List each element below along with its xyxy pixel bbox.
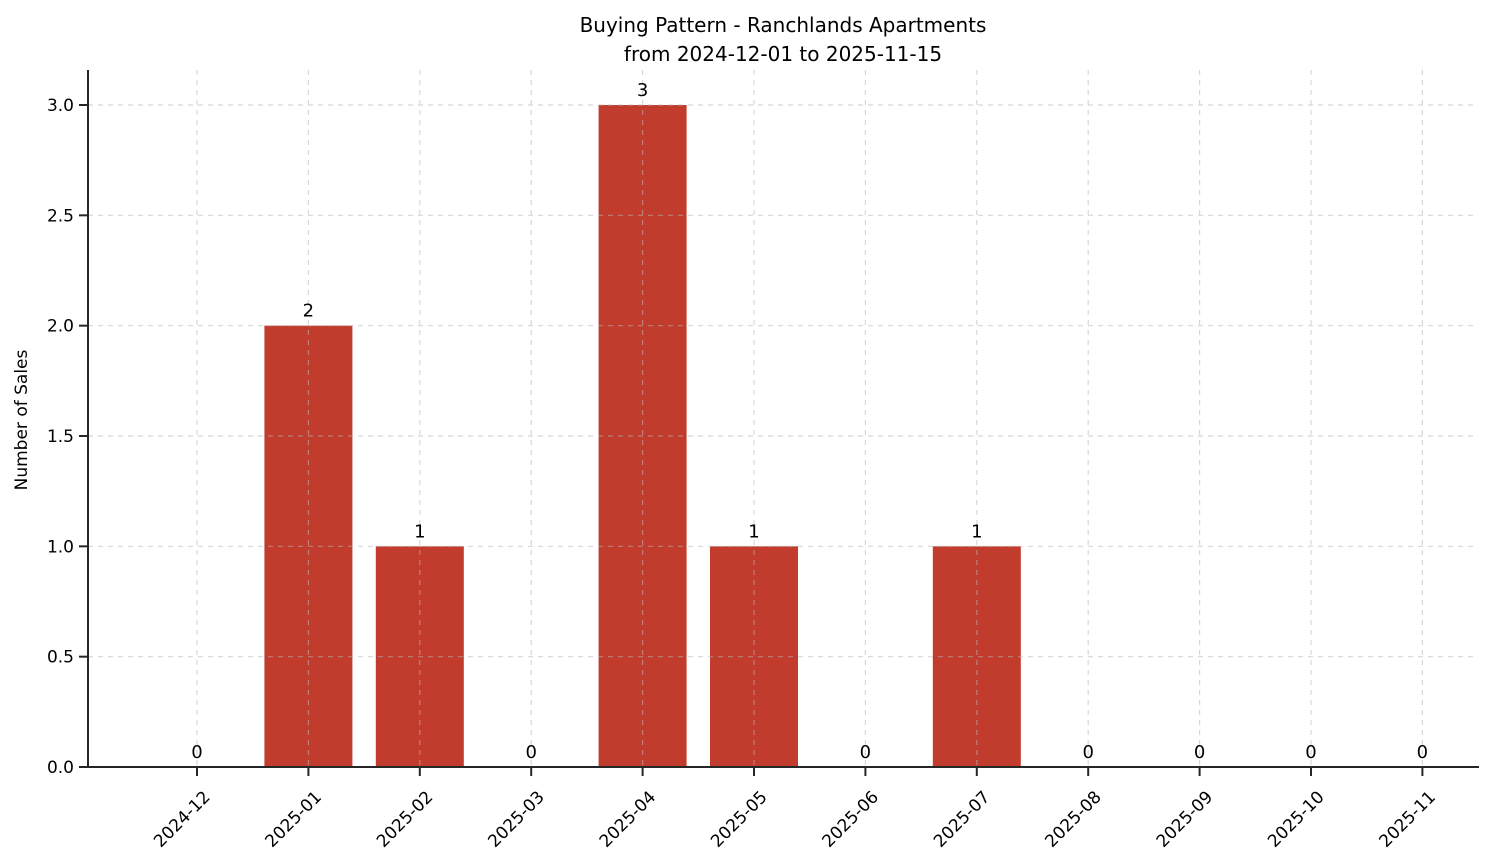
y-axis-ticks: 0.0 0.5 1.0 1.5 2.0 2.5 3.0 [47, 96, 88, 778]
y-tick-label: 0.0 [47, 758, 74, 778]
x-tick-label: 2025-08 [1041, 787, 1105, 851]
x-tick-label: 2025-05 [707, 787, 771, 851]
y-tick-label: 2.0 [47, 317, 74, 337]
bar-value-label: 0 [860, 742, 871, 763]
x-tick-label: 2025-07 [930, 787, 994, 851]
x-tick-label: 2024-12 [150, 787, 214, 851]
bar-value-label: 0 [1194, 742, 1205, 763]
bar-value-label: 3 [637, 80, 648, 101]
x-tick-label: 2025-11 [1376, 787, 1440, 851]
bar-value-label: 0 [1305, 742, 1316, 763]
x-tick-label: 2025-10 [1264, 787, 1328, 851]
grid-group [88, 70, 1478, 767]
bar-value-label: 2 [303, 301, 314, 322]
x-tick-label: 2025-01 [262, 787, 326, 851]
y-tick-label: 1.0 [47, 537, 74, 557]
chart-subtitle: from 2024-12-01 to 2025-11-15 [623, 42, 943, 66]
chart-title-block: Buying Pattern - Ranchlands Apartments f… [88, 11, 1478, 69]
bar-value-label: 1 [414, 521, 425, 542]
y-tick-label: 0.5 [47, 648, 74, 668]
bar-value-label: 0 [1417, 742, 1428, 763]
x-axis-ticks: 2024-12 2025-01 2025-02 2025-03 2025-04 2025-… [150, 767, 1440, 852]
bar-value-label: 0 [525, 742, 536, 763]
bar-value-label: 0 [191, 742, 202, 763]
x-tick-label: 2025-04 [596, 787, 660, 851]
bar-value-label: 1 [971, 521, 982, 542]
chart-title: Buying Pattern - Ranchlands Apartments [579, 13, 987, 37]
y-tick-label: 3.0 [47, 96, 74, 116]
bar-value-labels: 0 2 1 0 3 1 0 1 0 0 0 0 [191, 80, 1428, 763]
bar-value-label: 1 [748, 521, 759, 542]
x-tick-label: 2025-06 [819, 787, 883, 851]
y-tick-label: 2.5 [47, 206, 74, 226]
axes-spines [87, 70, 1479, 768]
x-tick-label: 2025-02 [373, 787, 437, 851]
y-tick-label: 1.5 [47, 427, 74, 447]
x-tick-label: 2025-03 [484, 787, 548, 851]
bar-value-label: 0 [1082, 742, 1093, 763]
x-tick-label: 2025-09 [1153, 787, 1217, 851]
